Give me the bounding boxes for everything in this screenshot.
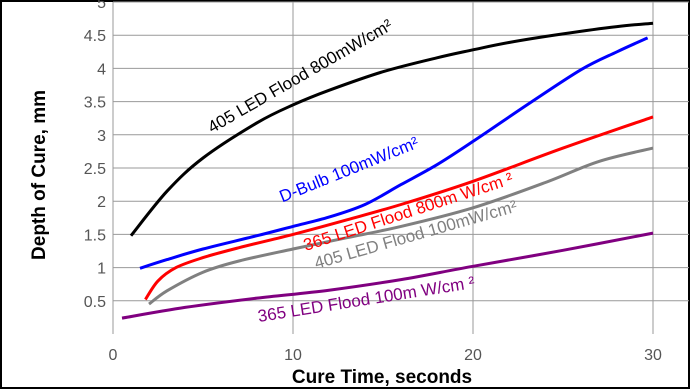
y-tick-label: 4.5 bbox=[84, 28, 106, 45]
y-tick-label: 3 bbox=[97, 128, 106, 145]
y-tick-label: 5 bbox=[97, 0, 106, 12]
x-tick-label: 10 bbox=[284, 347, 302, 364]
y-tick-label: 2 bbox=[97, 194, 106, 211]
series-line-3 bbox=[144, 115, 654, 301]
y-tick-label: 3.5 bbox=[84, 95, 106, 112]
series-lines bbox=[121, 21, 654, 320]
x-tick-label: 20 bbox=[464, 347, 482, 364]
y-tick-label: 2.5 bbox=[84, 161, 106, 178]
grid-lines bbox=[112, 1, 689, 334]
tick-labels: 0 10 20 30 0.5 1 1.5 2 2.5 3 3.5 4 4.5 5 bbox=[84, 0, 662, 364]
series-line-2 bbox=[139, 36, 649, 270]
y-tick-label: 1 bbox=[97, 261, 106, 278]
x-axis-title: Cure Time, seconds bbox=[292, 367, 472, 388]
y-tick-label: 4 bbox=[97, 61, 106, 78]
x-tick-label: 30 bbox=[644, 347, 662, 364]
series-line-1 bbox=[129, 21, 654, 237]
y-tick-label: 1.5 bbox=[84, 227, 106, 244]
y-tick-label: 0.5 bbox=[84, 294, 106, 311]
series-line-4 bbox=[148, 146, 654, 306]
series-line-5 bbox=[121, 231, 654, 320]
y-axis-title: Depth of Cure, mm bbox=[29, 90, 50, 260]
x-tick-label: 0 bbox=[109, 347, 118, 364]
